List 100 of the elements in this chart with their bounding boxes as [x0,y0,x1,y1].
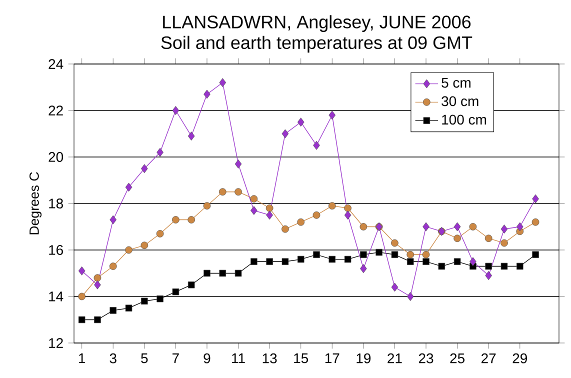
point [266,210,273,220]
x-tick-label: 17 [325,353,340,364]
point [470,257,476,266]
point [485,262,492,270]
point [500,239,508,247]
y-tick-label: 14 [49,292,64,302]
x-tick-label: 7 [172,353,179,364]
point [156,148,164,157]
point [109,262,117,270]
point [297,118,304,127]
x-tick-label: 3 [110,353,116,364]
x-tick-label: 27 [482,353,496,364]
point [360,251,367,258]
point [218,188,226,196]
point [110,215,117,224]
point [344,256,352,263]
point [234,270,242,277]
point [297,218,305,226]
point [156,295,164,302]
point [110,307,117,314]
point [391,282,398,292]
point [391,239,398,247]
point [94,274,102,282]
point [140,242,148,250]
x-tick-label: 5 [141,353,148,364]
point [188,132,195,141]
point [469,223,477,230]
point [516,222,524,232]
point [454,258,461,266]
point [282,225,289,233]
point [234,188,242,196]
point [219,270,226,277]
point [172,288,180,296]
point [454,234,461,242]
point [172,216,180,224]
y-tick-label: 12 [49,338,63,348]
point [532,218,540,226]
point [282,129,289,138]
point [422,258,430,266]
point [250,258,258,266]
y-tick-label: 18 [49,198,63,208]
point [282,258,289,266]
point [141,298,148,305]
y-tick-label: 20 [48,152,64,162]
point [312,211,320,219]
point [376,248,382,256]
x-tick-label: 9 [204,353,210,364]
point [500,262,508,270]
point [204,90,210,99]
point [266,258,273,266]
point [500,224,508,234]
point [454,222,461,232]
x-tick-label: 1 [79,353,86,364]
point [360,264,367,274]
point [94,316,101,324]
point [406,258,414,266]
chart-title: LLANSADWRN, Anglesey, JUNE 2006 [163,15,471,32]
point [234,160,242,168]
x-tick-label: 19 [356,353,371,364]
point [204,270,210,277]
point [360,223,368,230]
x-tick-label: 15 [294,353,308,364]
point [125,182,132,192]
point [141,164,148,174]
point [78,316,86,324]
x-tick-label: 21 [388,353,402,364]
point [313,251,320,258]
point [203,202,211,210]
point [297,256,304,263]
point [188,281,195,288]
point [250,195,258,203]
legend-label: 100 cm [442,114,486,125]
point [422,222,430,232]
point [328,202,336,210]
point [328,256,336,263]
point [406,292,414,301]
point [484,234,492,242]
point [438,262,446,270]
legend-label: 30 cm [442,96,478,106]
point [516,262,524,270]
point [94,280,101,290]
point [532,251,539,258]
point [266,204,274,212]
point [391,251,398,258]
x-tick-label: 11 [232,353,245,364]
point [313,140,320,150]
point [156,230,164,238]
point [344,210,352,220]
x-tick-label: 23 [418,353,434,364]
point [125,246,132,254]
legend-label: 5 cm [442,78,470,88]
point [172,106,180,115]
chart-subtitle: Soil and earth temperatures at 09 GMT [161,36,472,53]
point [125,304,132,312]
point [78,292,86,300]
point [219,78,226,88]
y-tick-label: 22 [48,106,63,116]
x-tick-label: 29 [512,353,527,364]
y-tick-label: 16 [49,245,63,255]
x-tick-label: 13 [262,353,277,364]
